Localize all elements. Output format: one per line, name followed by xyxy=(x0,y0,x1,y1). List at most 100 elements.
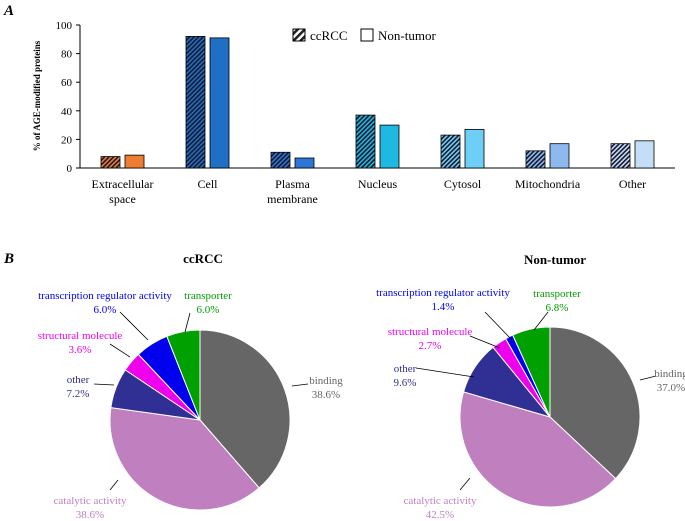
hatch-line xyxy=(508,151,525,168)
pie-title-ccrcc: ccRCC xyxy=(183,251,223,266)
bar-ccrcc-hatch-lines xyxy=(441,135,522,168)
hatch-line xyxy=(186,47,205,69)
hatch-line xyxy=(393,115,446,168)
hatch-line xyxy=(611,143,620,154)
hatch-line xyxy=(356,115,375,135)
hatch-line xyxy=(441,146,460,168)
hatch-line xyxy=(186,141,205,164)
hatch-line xyxy=(186,51,205,74)
hatch-line xyxy=(186,36,205,56)
pie1-pct-transporter: 6.0% xyxy=(197,304,220,316)
bar-ccrcc xyxy=(610,143,631,169)
x-category-label: Mitochondria xyxy=(515,177,581,191)
hatch-line xyxy=(272,152,290,169)
pie1-label-other: other xyxy=(67,374,90,386)
bar-ccrcc xyxy=(185,36,206,169)
bar-ccrcc-hatch-lines xyxy=(586,143,678,169)
pie2-label-structural: structural molecule xyxy=(388,326,473,338)
hatch-line xyxy=(356,148,375,168)
hatch-line xyxy=(271,152,276,158)
pie2-pct-transcription: 1.4% xyxy=(432,301,455,313)
x-category-label: Nucleus xyxy=(358,177,398,191)
hatch-line xyxy=(452,159,460,168)
hatch-line xyxy=(186,36,191,42)
pie2-pct-binding: 37.0% xyxy=(657,382,685,394)
pie2-label-other: other xyxy=(394,363,417,375)
hatch-line xyxy=(110,158,120,168)
pie2-label-transcription: transcription regulator activity xyxy=(376,287,510,299)
hatch-line xyxy=(186,36,200,51)
pie1-pct-structural: 3.6% xyxy=(69,344,92,356)
bar-non-tumor xyxy=(124,154,145,169)
hatch-line xyxy=(621,158,630,169)
bar-non-tumor xyxy=(549,143,570,169)
pie-slice-binding xyxy=(199,329,291,489)
hatch-line xyxy=(356,121,375,144)
pie-chart-non-tumor xyxy=(459,326,641,508)
x-category-label: Cytosol xyxy=(444,177,482,191)
hatch-line xyxy=(186,36,196,47)
pie-title-non-tumor: Non-tumor xyxy=(524,252,586,267)
bar-ccrcc-hatch-lines xyxy=(186,36,443,168)
legend-swatch-ccrcc xyxy=(292,28,306,42)
hatch-line xyxy=(489,135,522,168)
x-category-label: space xyxy=(109,192,136,206)
hatch-line xyxy=(311,36,443,168)
hatch-line xyxy=(441,135,446,141)
hatch-line xyxy=(611,143,625,158)
hatch-line xyxy=(101,157,102,158)
y-tick-label: 20 xyxy=(61,134,73,146)
bar-ccrcc xyxy=(440,134,461,169)
bar-non-tumor xyxy=(294,157,315,169)
hatch-line xyxy=(447,155,460,168)
pie2-pct-transporter: 6.8% xyxy=(546,302,569,314)
pie-slice-catalytic-activity xyxy=(109,407,260,511)
pie-non-tumor-labels: transcription regulator activity 1.4% tr… xyxy=(376,287,685,521)
y-tick-label: 100 xyxy=(56,20,73,32)
bar-non-tumor xyxy=(634,140,655,169)
hatch-line xyxy=(285,163,290,169)
y-tick-label: 80 xyxy=(61,49,73,61)
x-category-label: Plasma xyxy=(275,177,310,191)
hatch-line xyxy=(271,152,281,163)
hatch-line xyxy=(186,137,205,159)
hatch-line xyxy=(586,144,610,168)
hatch-line xyxy=(538,161,545,168)
hatch-line xyxy=(654,144,678,168)
pie2-pct-structural: 2.7% xyxy=(419,340,442,352)
hatch-line xyxy=(485,135,518,168)
hatch-line xyxy=(101,156,115,168)
bar-non-tumor xyxy=(209,37,230,169)
pie2-label-transporter: transporter xyxy=(533,288,581,300)
hatch-line xyxy=(234,36,366,168)
hatch-line xyxy=(534,156,545,168)
pie1-pct-other: 7.2% xyxy=(67,388,90,400)
pie2-label-catalytic: catalytic activity xyxy=(404,495,477,507)
legend-swatch-non-tumor xyxy=(360,28,374,42)
hatch-line xyxy=(271,152,272,154)
bar-chart-bars xyxy=(100,36,678,169)
x-category-label: Other xyxy=(619,177,646,191)
hatch-line xyxy=(216,36,348,168)
bar-chart-legend: ccRCC Non-tumor xyxy=(292,28,436,43)
y-tick-label: 60 xyxy=(61,77,73,89)
hatch-line xyxy=(526,150,540,165)
hatch-line xyxy=(186,42,205,65)
pie2-pct-other: 9.6% xyxy=(394,377,417,389)
pie-slice-catalytic-activity xyxy=(459,391,617,508)
hatch-line xyxy=(356,115,361,121)
hatch-line xyxy=(441,135,455,150)
hatch-line xyxy=(356,126,375,148)
hatch-line xyxy=(186,36,187,38)
pie1-pct-transcription: 6.0% xyxy=(94,304,117,316)
pie1-label-catalytic: catalytic activity xyxy=(54,495,127,507)
pie-slice-transporter xyxy=(512,326,551,418)
hatch-line xyxy=(526,150,544,168)
hatch-line xyxy=(612,149,630,169)
hatch-line xyxy=(186,92,205,114)
pie-slice-binding xyxy=(549,326,641,480)
hatch-line xyxy=(221,36,353,168)
hatch-line xyxy=(356,139,375,162)
